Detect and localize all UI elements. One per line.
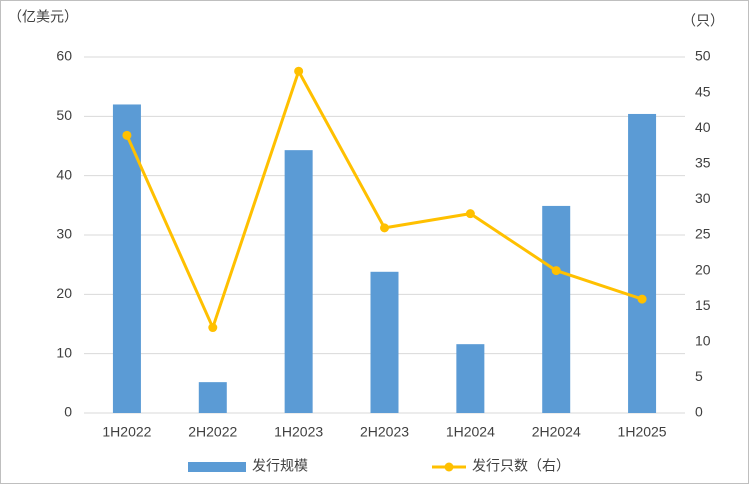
y-tick-label: 0: [64, 404, 72, 420]
y-tick-label: 50: [56, 107, 72, 123]
x-tick-label: 2H2022: [188, 424, 237, 440]
x-tick-label: 1H2022: [102, 424, 151, 440]
y-tick-label: 10: [56, 344, 72, 360]
legend-swatch: [188, 462, 246, 472]
line-point: [380, 223, 389, 233]
y-tick-label: 30: [56, 226, 72, 242]
legend-label: 发行规模: [252, 458, 308, 474]
x-tick-label: 2H2024: [532, 424, 581, 440]
x-tick-label: 1H2025: [618, 424, 667, 440]
y-tick-label: 40: [56, 166, 72, 182]
y-tick-label: 20: [56, 285, 72, 301]
x-tick-label: 2H2023: [360, 424, 409, 440]
bar: [370, 271, 399, 413]
y2-tick-label: 20: [695, 261, 711, 277]
y2-tick-label: 5: [695, 368, 703, 384]
bar: [112, 104, 141, 413]
line-point: [551, 266, 561, 276]
y2-tick-label: 40: [695, 119, 711, 135]
y2-tick-label: 50: [695, 48, 711, 64]
y2-tick-label: 25: [695, 226, 711, 242]
bar: [542, 205, 571, 413]
line-point: [637, 294, 647, 304]
y2-tick-label: 30: [695, 190, 711, 206]
y2-axis-label: （只）: [682, 13, 724, 29]
line-point: [208, 323, 218, 333]
bar: [456, 344, 485, 413]
y2-tick-label: 0: [695, 404, 703, 420]
line-point: [465, 209, 475, 219]
y2-tick-label: 35: [695, 155, 711, 171]
bar: [284, 150, 313, 414]
line-point: [122, 130, 132, 140]
line-point: [294, 66, 304, 76]
y-tick-label: 60: [56, 48, 72, 64]
x-tick-label: 1H2024: [446, 424, 495, 440]
y2-tick-label: 45: [695, 83, 711, 99]
bar: [198, 382, 227, 413]
y-axis-label: （亿美元）: [8, 9, 78, 25]
y2-tick-label: 15: [695, 297, 711, 313]
legend-swatch: [444, 462, 454, 472]
y2-tick-label: 10: [695, 333, 711, 349]
legend-label: 发行只数（右）: [472, 458, 570, 474]
x-tick-label: 1H2023: [274, 424, 323, 440]
bar: [628, 113, 657, 414]
